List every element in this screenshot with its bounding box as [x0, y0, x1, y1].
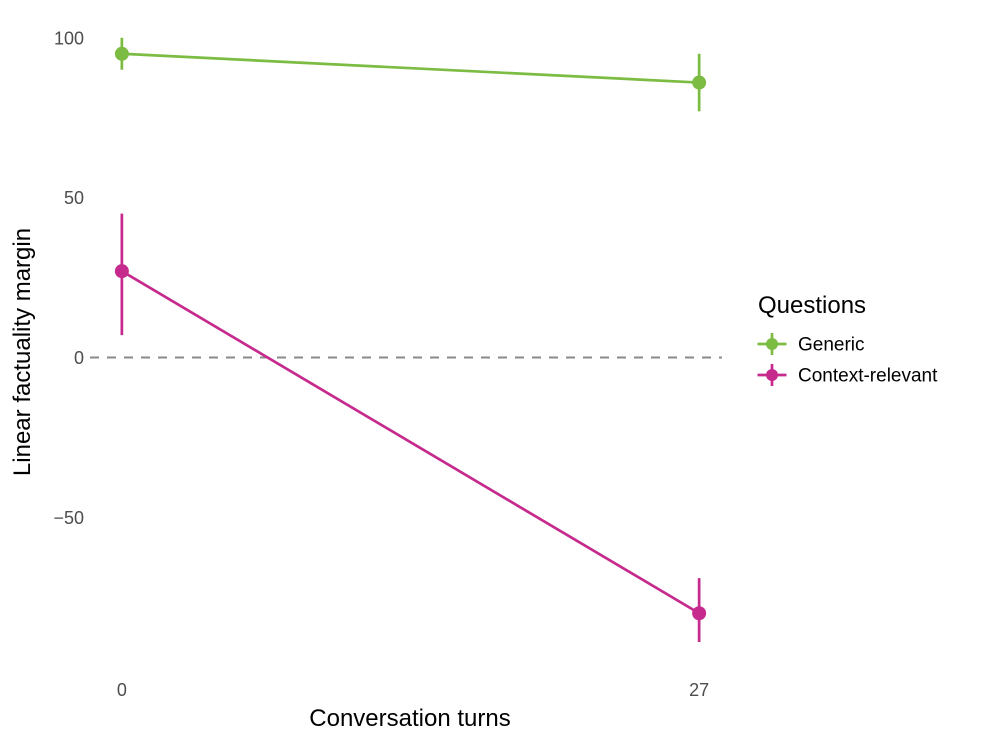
legend-key-point — [766, 338, 778, 350]
legend-item-label: Generic — [798, 335, 865, 356]
x-axis-title: Conversation turns — [309, 705, 510, 732]
x-tick-label: 0 — [117, 680, 127, 700]
legend-title: Questions — [758, 292, 866, 319]
legend-item-label: Context-relevant — [798, 366, 938, 387]
data-point — [114, 264, 129, 279]
legend-item: Generic — [757, 333, 865, 356]
y-tick-label: −50 — [53, 508, 84, 528]
series-context-relevant — [114, 213, 707, 643]
x-tick-label: 27 — [689, 680, 709, 700]
y-tick-label: 0 — [74, 348, 84, 368]
data-point — [692, 75, 707, 90]
y-axis-title: Linear factuality margin — [9, 228, 36, 476]
series-line — [121, 270, 700, 615]
data-point — [692, 606, 707, 621]
legend: Questions Generic Context-relevant — [757, 292, 938, 387]
legend-item: Context-relevant — [757, 364, 938, 387]
y-tick-label: 100 — [54, 28, 84, 48]
legend-items: Generic Context-relevant — [757, 333, 938, 387]
data-point — [114, 46, 129, 61]
y-tick-label: 50 — [64, 188, 84, 208]
axis-ticks-layer: 100 50 0 −50 0 27 — [53, 28, 709, 700]
legend-key-point — [766, 369, 778, 381]
series-layer — [114, 37, 707, 643]
series-generic — [114, 37, 707, 112]
series-line — [121, 52, 700, 84]
